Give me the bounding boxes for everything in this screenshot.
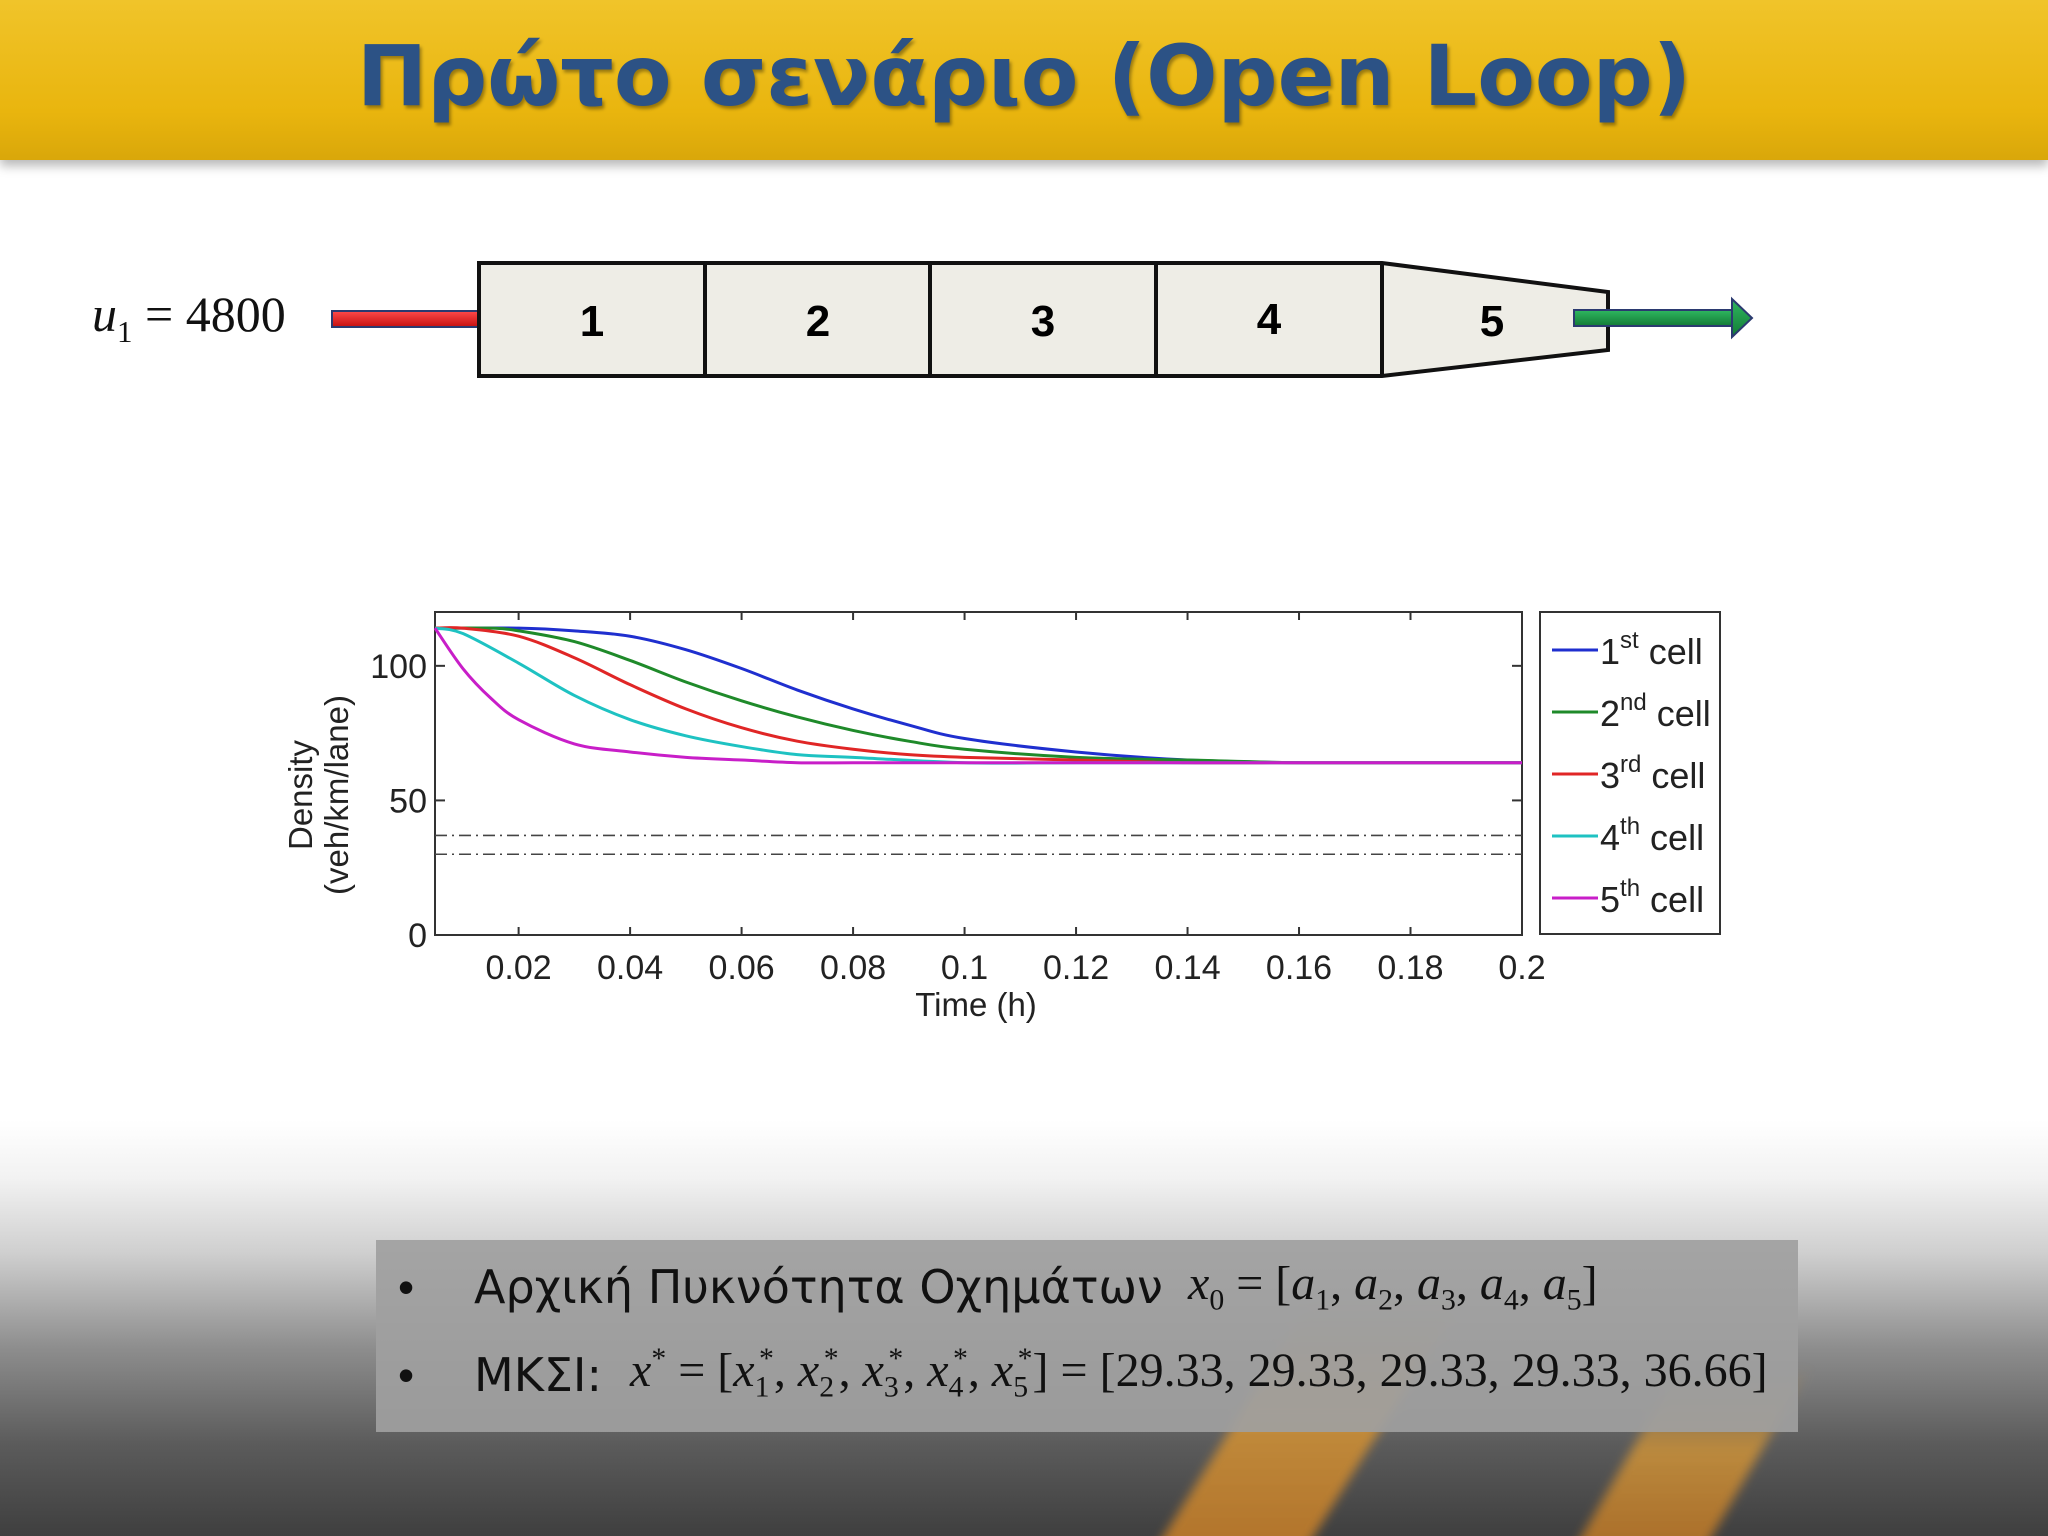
x-tick-label: 0.2 xyxy=(1498,949,1545,987)
formula-lhs: x0 xyxy=(1188,1257,1225,1317)
formula-var: a3 xyxy=(1417,1257,1456,1317)
legend-item-1: 1st cell xyxy=(1552,627,1703,672)
x-tick-label: 0.06 xyxy=(708,949,774,987)
x-tick-label: 0.04 xyxy=(597,949,663,987)
mksi-component: x3* xyxy=(862,1342,904,1404)
legend-item-4: 4th cell xyxy=(1552,813,1704,858)
y-axis-label: Density (veh/km/lane) xyxy=(282,695,355,895)
legend-item-3: 3rd cell xyxy=(1552,751,1705,796)
formula-eq: = [ xyxy=(1224,1257,1292,1310)
outflow-arrow xyxy=(1573,296,1754,340)
y-axis-label-line1: Density xyxy=(282,739,319,850)
x-tick-label: 0.14 xyxy=(1154,949,1220,987)
mksi-lhs: x* xyxy=(630,1342,667,1397)
inflow-sub: 1 xyxy=(117,313,133,349)
cell-number-5: 5 xyxy=(1480,297,1504,346)
mksi-component: x4* xyxy=(927,1342,968,1404)
mksi-text: ΜΚΣΙ: xyxy=(474,1348,602,1402)
x-tick-label: 0.12 xyxy=(1043,949,1109,987)
x-tick-label: 0.16 xyxy=(1266,949,1332,987)
mksi-components: x1*, x2*, x3*, x4*, x5* xyxy=(733,1342,1033,1404)
formula-var: a4 xyxy=(1479,1257,1519,1317)
legend-label: 3rd cell xyxy=(1600,751,1705,796)
x-axis-label: Time (h) xyxy=(915,986,1037,1023)
formula-close: ] xyxy=(1581,1257,1598,1310)
road-cells-diagram: 1 2 3 4 5 xyxy=(331,261,1754,378)
mksi-component: x1* xyxy=(733,1342,774,1404)
info-line-initial-density: • Αρχική Πυκνότητα Οχημάτων x0 = [a1, a2… xyxy=(376,1257,1798,1340)
mksi-component: x5* xyxy=(991,1342,1033,1404)
mksi-eq2: ] = xyxy=(1032,1343,1100,1397)
initial-density-text: Αρχική Πυκνότητα Οχημάτων xyxy=(474,1260,1163,1314)
y-axis-label-line2: (veh/km/lane) xyxy=(318,695,355,895)
legend-label: 5th cell xyxy=(1600,875,1704,920)
series-lines xyxy=(433,626,1522,765)
legend-item-2: 2nd cell xyxy=(1552,689,1711,734)
inflow-eq: = xyxy=(132,286,186,342)
info-line-mksi: • ΜΚΣΙ: x* = [x1*, x2*, x3*, x4*, x5*] =… xyxy=(376,1342,1798,1428)
x-tick-label: 0.02 xyxy=(486,949,552,987)
chart-legend: 1st cell 2nd cell 3rd cell 4th cell 5th cell xyxy=(1539,611,1721,935)
formula-var: a2 xyxy=(1354,1257,1393,1317)
inflow-label: u1 = 4800 xyxy=(92,285,286,350)
density-chart: 0.02 0.04 0.06 0.08 0.1 0.12 0.14 0.16 0.18 0.2 0… xyxy=(282,611,1721,1023)
y-axis-ticks: 0 50 100 xyxy=(370,648,1522,955)
cell-number-3: 3 xyxy=(1031,297,1055,346)
bullet: • xyxy=(398,1261,415,1313)
mksi-formula: x* = [x1*, x2*, x3*, x4*, x5*] = [29.33,… xyxy=(630,1342,1768,1404)
mksi-component: x2* xyxy=(797,1342,839,1404)
slide-title: Πρώτο σενάριο (Open Loop) xyxy=(356,27,1692,125)
road-cells: 1 2 3 4 5 xyxy=(477,261,1610,378)
y-tick-label: 50 xyxy=(389,782,427,820)
x-tick-label: 0.18 xyxy=(1377,949,1443,987)
inflow-var: u xyxy=(92,286,117,342)
initial-density-formula: x0 = [a1, a2, a3, a4, a5] xyxy=(1188,1256,1598,1317)
legend-label: 4th cell xyxy=(1600,813,1704,858)
cell-number-4: 4 xyxy=(1257,295,1282,344)
x-tick-label: 0.1 xyxy=(941,949,988,987)
formula-var: a1 xyxy=(1291,1257,1331,1317)
x-axis-ticks: 0.02 0.04 0.06 0.08 0.1 0.12 0.14 0.16 0.18 0.2 xyxy=(486,612,1546,987)
formula-vars: a1, a2, a3, a4, a5 xyxy=(1291,1257,1582,1317)
legend-label: 2nd cell xyxy=(1600,689,1711,734)
mksi-eq: = [ xyxy=(666,1343,734,1397)
formula-var: a5 xyxy=(1542,1257,1582,1317)
bullet: • xyxy=(398,1349,415,1401)
reference-lines xyxy=(435,834,1522,856)
legend-label: 1st cell xyxy=(1600,627,1703,672)
cell-number-2: 2 xyxy=(806,297,830,346)
y-tick-label: 100 xyxy=(370,648,427,686)
series-line-5 xyxy=(433,627,1522,765)
x-tick-label: 0.08 xyxy=(820,949,886,987)
legend-item-5: 5th cell xyxy=(1552,875,1704,920)
title-bar xyxy=(0,0,2048,160)
y-tick-label: 0 xyxy=(408,917,427,955)
info-box: • Αρχική Πυκνότητα Οχημάτων x0 = [a1, a2… xyxy=(376,1240,1798,1432)
mksi-values: [29.33, 29.33, 29.33, 29.33, 36.66] xyxy=(1099,1343,1768,1397)
plot-area xyxy=(434,611,1523,936)
inflow-value: 4800 xyxy=(185,286,286,342)
cell-number-1: 1 xyxy=(580,297,604,346)
plot-frame xyxy=(434,611,1523,936)
